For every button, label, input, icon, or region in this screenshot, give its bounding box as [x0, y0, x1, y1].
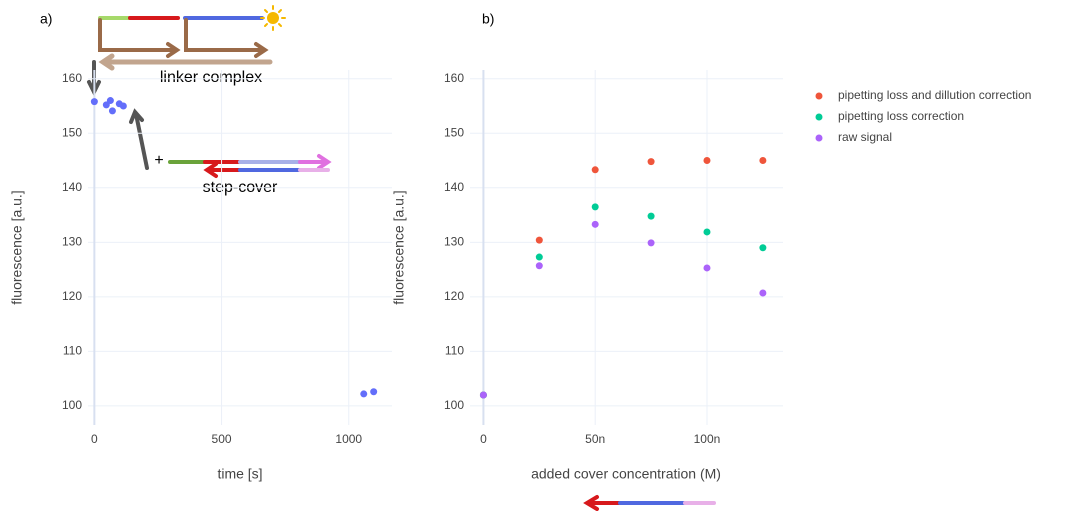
y-tick-label: 140	[62, 180, 82, 194]
x-tick-label: 1000	[335, 432, 362, 446]
y-tick-label: 110	[445, 344, 464, 358]
x-axis-title: time [s]	[217, 466, 262, 482]
x-tick-label: 50n	[585, 432, 605, 446]
plot: 100 110 120 130 140 150 160 0 50n 100n added cover…	[391, 11, 1032, 482]
point	[535, 236, 543, 244]
x-tick-label: 0	[480, 432, 487, 446]
y-axis-title: fluorescence [a.u.]	[9, 190, 25, 304]
point	[647, 212, 655, 220]
point	[647, 158, 655, 166]
point	[370, 388, 378, 396]
y-tick-label: 160	[62, 71, 82, 85]
point	[106, 97, 114, 105]
point	[591, 203, 599, 211]
point	[591, 166, 599, 174]
y-tick-label: 130	[444, 234, 464, 248]
annotation: linker complex	[160, 69, 262, 86]
diagram	[87, 5, 716, 511]
y-axis-title: fluorescence [a.u.]	[391, 190, 407, 304]
y-tick-label: 130	[62, 234, 82, 248]
y-tick-label: 110	[63, 344, 82, 358]
point	[535, 262, 543, 270]
legend-label: raw signal	[838, 130, 892, 144]
point	[703, 228, 711, 236]
point	[535, 253, 543, 261]
point	[759, 157, 767, 165]
x-tick-label: 0	[91, 432, 98, 446]
annotation: +	[154, 152, 163, 169]
y-tick-label: 120	[444, 289, 464, 303]
point	[108, 107, 116, 115]
legend-label: pipetting loss and dillution correction	[838, 88, 1031, 102]
x-tick-label: 500	[212, 432, 232, 446]
point	[479, 391, 487, 399]
plot: 100 110 120 130 140 150 160 0 500 1000 time [s] flu…	[9, 11, 392, 482]
y-tick-label: 100	[62, 398, 82, 412]
y-tick-label: 150	[62, 125, 82, 139]
y-tick-label: 160	[444, 71, 464, 85]
legend-label: pipetting loss correction	[838, 109, 964, 123]
y-tick-label: 100	[444, 398, 464, 412]
point	[360, 390, 368, 398]
y-tick-label: 120	[62, 289, 82, 303]
panel-label: a)	[40, 11, 52, 27]
point	[119, 102, 127, 110]
point	[703, 157, 711, 165]
point	[703, 264, 711, 272]
x-tick-label: 100n	[694, 432, 721, 446]
y-tick-label: 150	[444, 125, 464, 139]
legend-marker	[815, 113, 823, 121]
panel-label: b)	[482, 11, 494, 27]
point	[591, 220, 599, 228]
point	[647, 239, 655, 247]
legend-marker	[815, 92, 823, 100]
y-tick-label: 140	[444, 180, 464, 194]
legend-marker	[815, 134, 823, 142]
point	[759, 289, 767, 297]
point	[759, 244, 767, 252]
x-axis-title: added cover concentration (M)	[531, 466, 721, 482]
point	[90, 98, 98, 106]
